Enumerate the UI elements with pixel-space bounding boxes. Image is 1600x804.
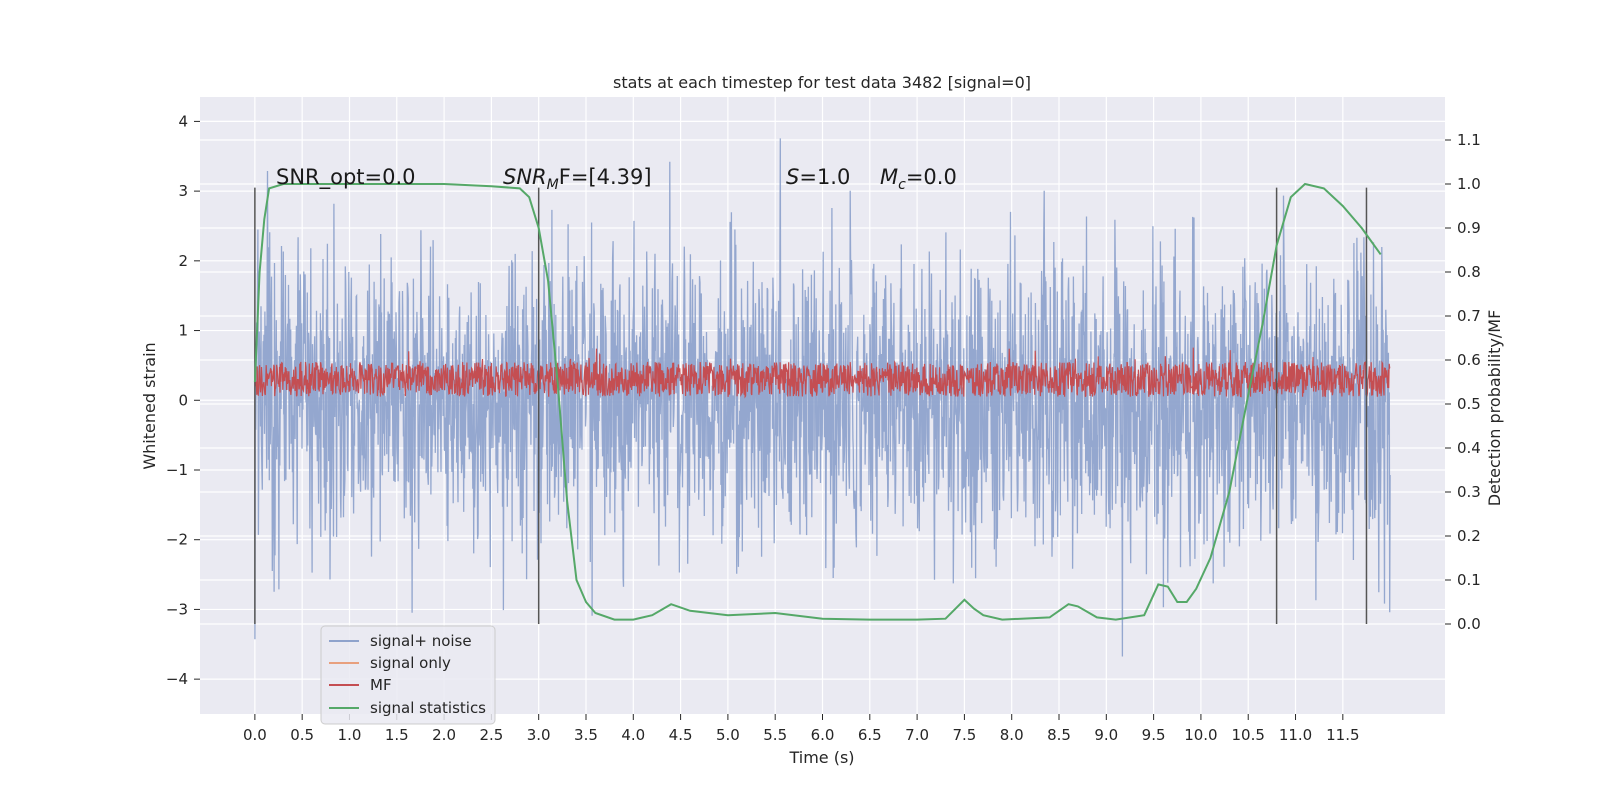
x-tick-label: 1.0 [338, 726, 362, 744]
x-tick-label: 5.5 [763, 726, 787, 744]
x-tick-label: 1.5 [385, 726, 409, 744]
legend-label-mf: MF [370, 676, 392, 694]
y-tick-label-left: −4 [166, 670, 188, 688]
x-tick-label: 9.5 [1142, 726, 1166, 744]
x-tick-label: 7.0 [905, 726, 929, 744]
annotation-snr-opt: SNR_opt=0.0 [276, 165, 416, 190]
y-tick-label-left: −1 [166, 461, 188, 479]
mf-line [254, 347, 1391, 399]
vertical-markers [254, 187, 1368, 624]
y-tick-label-right: 0.2 [1457, 527, 1481, 545]
y-ticks-left: 4 3 2 1 0 −1 −2 −3 −4 [166, 112, 200, 688]
x-tick-label: 3.0 [527, 726, 551, 744]
legend-label-signal-statistics: signal statistics [370, 699, 486, 717]
x-tick-label: 4.5 [669, 726, 693, 744]
y-axis-label-left: Whitened strain [140, 342, 159, 469]
y-tick-label-left: 0 [178, 391, 188, 409]
x-tick-label: 0.0 [243, 726, 267, 744]
y-tick-label-right: 0.7 [1457, 307, 1481, 325]
legend-frame [320, 625, 496, 725]
legend-label-signal-only: signal only [370, 654, 451, 672]
y-tick-label-right: 0.8 [1457, 263, 1481, 281]
x-tick-label: 10.0 [1184, 726, 1217, 744]
y-tick-label-right: 0.4 [1457, 439, 1481, 457]
y-ticks-right: 1.1 1.0 0.9 0.8 0.7 0.6 0.5 0.4 0.3 0.2 0.1 0.0 [1445, 131, 1481, 633]
x-tick-label: 0.5 [290, 726, 314, 744]
grid [200, 97, 1445, 714]
x-tick-label: 4.0 [621, 726, 645, 744]
legend: signal+ noise signal only MF signal stat… [320, 625, 496, 725]
x-tick-label: 8.0 [1000, 726, 1024, 744]
x-tick-label: 6.0 [811, 726, 835, 744]
y-tick-label-right: 1.1 [1457, 131, 1481, 149]
x-tick-label: 11.5 [1326, 726, 1359, 744]
chart-title: stats at each timestep for test data 348… [613, 73, 1031, 92]
y-tick-label-right: 0.5 [1457, 395, 1481, 413]
x-tick-label: 3.5 [574, 726, 598, 744]
x-tick-label: 9.0 [1094, 726, 1118, 744]
annotation-mc: Mc=0.0 [880, 165, 957, 193]
y-tick-label-right: 0.0 [1457, 615, 1481, 633]
y-tick-label-right: 0.3 [1457, 483, 1481, 501]
annotation-snr-mf: SNRMF=[4.39] [503, 165, 652, 193]
y-tick-label-right: 0.9 [1457, 219, 1481, 237]
x-tick-label: 2.5 [479, 726, 503, 744]
signal-statistics-line [253, 182, 1382, 621]
x-ticks: 0.0 0.5 1.0 1.5 2.0 2.5 3.0 3.5 4.0 4.5 5.0 5.5 6.0 6… [243, 714, 1360, 744]
annotation-s: S=1.0 [786, 165, 850, 189]
x-tick-label: 6.5 [858, 726, 882, 744]
y-tick-label-left: 1 [178, 322, 188, 340]
mf-series [254, 347, 1391, 399]
x-tick-label: 5.0 [716, 726, 740, 744]
x-tick-label: 8.5 [1047, 726, 1071, 744]
y-tick-label-left: 3 [178, 182, 188, 200]
y-tick-label-left: 4 [178, 112, 188, 130]
y-tick-label-right: 1.0 [1457, 175, 1481, 193]
x-tick-label: 11.0 [1279, 726, 1312, 744]
legend-label-signal-noise: signal+ noise [370, 632, 472, 650]
x-tick-label: 2.0 [432, 726, 456, 744]
y-tick-label-right: 0.1 [1457, 571, 1481, 589]
y-tick-label-right: 0.6 [1457, 351, 1481, 369]
x-tick-label: 7.5 [952, 726, 976, 744]
y-axis-label-right: Detection probability/MF [1485, 310, 1504, 507]
y-tick-label-left: −2 [166, 531, 188, 549]
y-tick-label-left: 2 [178, 252, 188, 270]
y-tick-label-left: −3 [166, 600, 188, 618]
x-axis-label: Time (s) [788, 748, 854, 767]
x-tick-label: 10.5 [1232, 726, 1265, 744]
